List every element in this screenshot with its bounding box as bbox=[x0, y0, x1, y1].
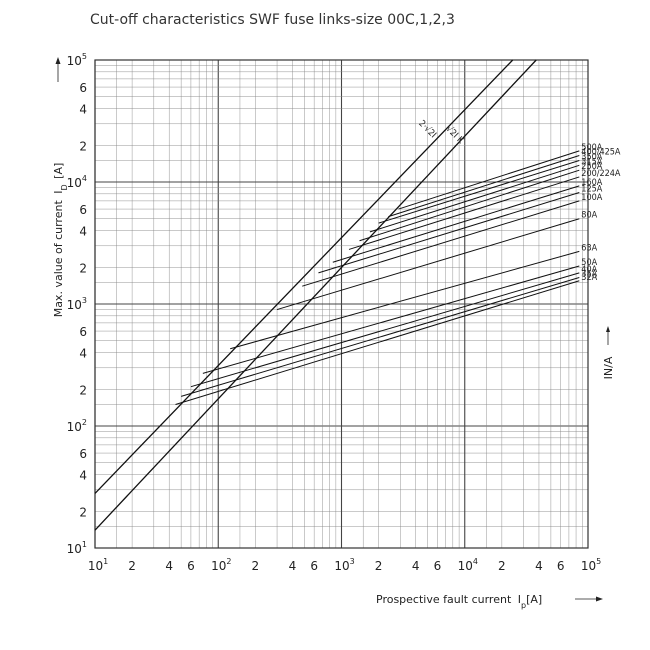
series-label: 350A bbox=[581, 153, 602, 163]
series-label: 40A bbox=[581, 265, 597, 275]
series-label: 50A bbox=[581, 258, 597, 268]
x-tick-label: 4 bbox=[412, 559, 420, 573]
y-axis-label-symbol: I bbox=[52, 190, 65, 193]
y-tick-label: 4 bbox=[79, 347, 87, 361]
x-tick-label: 2 bbox=[128, 559, 136, 573]
series-label: 100A bbox=[581, 193, 602, 203]
x-tick-label: 105 bbox=[581, 557, 601, 573]
series-layer bbox=[94, 59, 580, 531]
x-tick-label: 103 bbox=[334, 557, 354, 573]
y-tick-label: 6 bbox=[79, 447, 87, 461]
series-label: 400/425A bbox=[581, 147, 621, 157]
series-line bbox=[388, 154, 580, 218]
series-line bbox=[175, 280, 580, 405]
y-tick-label: 2 bbox=[79, 261, 87, 275]
y-tick-label: 2 bbox=[79, 383, 87, 397]
series-label: 80A bbox=[581, 211, 597, 221]
y-tick-label: 4 bbox=[79, 225, 87, 239]
series-line bbox=[318, 192, 580, 274]
series-line bbox=[190, 272, 580, 388]
x-tick-label: 2 bbox=[375, 559, 383, 573]
y-tick-label: 104 bbox=[67, 174, 87, 190]
series-line bbox=[378, 160, 580, 224]
series-line bbox=[302, 200, 580, 287]
x-tick-label: 104 bbox=[458, 557, 478, 573]
y-tick-label: 103 bbox=[67, 296, 87, 312]
y-tick-label: 2 bbox=[79, 505, 87, 519]
y-axis-label-unit: [A] bbox=[52, 163, 65, 179]
reference-line bbox=[94, 59, 537, 531]
series-label: 125A bbox=[581, 185, 602, 195]
y-tick-label: 6 bbox=[79, 203, 87, 217]
reference-line-label: √2I K bbox=[444, 124, 467, 147]
series-label: 250A bbox=[581, 162, 602, 172]
y-tick-label: 6 bbox=[79, 325, 87, 339]
x-axis-label-text: Prospective fault current bbox=[376, 593, 512, 606]
series-label: 32A bbox=[581, 273, 597, 283]
y-tick-label: 105 bbox=[67, 52, 87, 68]
x-axis-label: Prospective fault current Ip[A] bbox=[376, 593, 542, 610]
series-label: 35A bbox=[581, 269, 597, 279]
series-line bbox=[332, 185, 580, 263]
y-tick-label: 4 bbox=[79, 469, 87, 483]
y-tick-label: 102 bbox=[67, 418, 87, 434]
series-line bbox=[359, 169, 580, 242]
series-line bbox=[181, 276, 580, 397]
x-tick-label: 6 bbox=[434, 559, 442, 573]
reference-line-label: 2·√2I bbox=[416, 118, 438, 140]
y-tick-label: 101 bbox=[67, 540, 87, 556]
y-axis-label-text: Max. value of current bbox=[52, 200, 65, 318]
y-axis-label: Max. value of current ID [A] bbox=[52, 163, 69, 318]
x-axis-label-sub: p bbox=[521, 601, 526, 610]
y-tick-label: 2 bbox=[79, 139, 87, 153]
x-axis-label-symbol: I bbox=[518, 593, 521, 606]
y-axis-label-sub: D bbox=[60, 184, 69, 190]
series-label: 315A bbox=[581, 157, 602, 167]
series-line bbox=[348, 176, 580, 250]
series-line bbox=[230, 250, 580, 350]
x-tick-label: 4 bbox=[289, 559, 297, 573]
x-tick-label: 4 bbox=[165, 559, 173, 573]
y-axis-arrowhead bbox=[55, 57, 61, 64]
reference-line bbox=[94, 59, 514, 494]
series-label: 200/224A bbox=[581, 169, 621, 179]
tick-label-layer: 101 2 4 6 102 2 4 6 103 2 4 6 104 2 4 6 1051012461022461… bbox=[67, 52, 602, 573]
series-line bbox=[398, 150, 580, 210]
x-tick-label: 6 bbox=[557, 559, 565, 573]
series-line bbox=[202, 265, 580, 374]
side-label-arrowhead bbox=[606, 326, 610, 332]
series-label: 160A bbox=[581, 178, 602, 188]
x-axis-label-unit: [A] bbox=[526, 593, 542, 606]
x-tick-label: 4 bbox=[535, 559, 543, 573]
x-tick-label: 101 bbox=[88, 557, 108, 573]
x-tick-label: 6 bbox=[310, 559, 318, 573]
x-tick-label: 2 bbox=[252, 559, 260, 573]
series-line bbox=[276, 218, 580, 311]
y-tick-label: 6 bbox=[79, 81, 87, 95]
x-tick-label: 6 bbox=[187, 559, 195, 573]
series-line bbox=[369, 164, 580, 233]
grid-layer bbox=[94, 59, 589, 549]
series-label: 63A bbox=[581, 243, 597, 253]
chart-title: Cut-off characteristics SWF fuse links-s… bbox=[90, 12, 455, 28]
side-label: IN/A bbox=[602, 356, 615, 379]
x-tick-label: 102 bbox=[211, 557, 231, 573]
series-label: 500A bbox=[581, 143, 602, 153]
y-tick-label: 4 bbox=[79, 103, 87, 117]
x-tick-label: 2 bbox=[498, 559, 506, 573]
plot-frame bbox=[94, 59, 589, 549]
x-axis-arrowhead bbox=[596, 596, 603, 602]
